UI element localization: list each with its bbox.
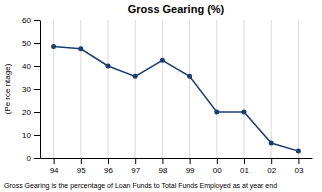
x-tick: 01 xyxy=(240,158,249,175)
grid-line xyxy=(271,20,272,158)
grid-line xyxy=(162,20,163,158)
x-tick-label: 00 xyxy=(213,166,222,175)
x-tick-mark xyxy=(81,158,82,164)
y-tick: 20 xyxy=(22,108,40,117)
marker xyxy=(296,149,301,154)
y-tick: 60 xyxy=(22,16,40,25)
x-tick-label: 02 xyxy=(267,166,276,175)
x-tick-mark xyxy=(108,158,109,164)
marker xyxy=(187,74,192,79)
y-tick: 50 xyxy=(22,39,40,48)
x-tick: 95 xyxy=(77,158,86,175)
chart: 94 95 96 97 98 99 00 01 02 03 0 10 20 30 40 50 60 Gross G… xyxy=(0,0,322,192)
grid xyxy=(54,20,299,158)
y-tick: 0 xyxy=(27,154,40,163)
grid-line xyxy=(298,20,299,158)
grid-line xyxy=(244,20,245,158)
x-tick: 94 xyxy=(50,158,59,175)
y-tick-mark xyxy=(34,66,40,67)
x-tick-label: 95 xyxy=(77,166,86,175)
marker xyxy=(133,74,138,79)
x-tick-mark xyxy=(217,158,218,164)
y-tick-label: 30 xyxy=(22,85,31,94)
x-tick: 98 xyxy=(158,158,167,175)
line xyxy=(54,46,299,151)
x-tick-mark xyxy=(54,158,55,164)
plot: 94 95 96 97 98 99 00 01 02 03 0 10 20 30 40 50 60 xyxy=(22,16,312,175)
x-tick-mark xyxy=(271,158,272,164)
y-tick: 10 xyxy=(22,131,40,140)
y-tick-label: 40 xyxy=(22,62,31,71)
marker xyxy=(78,46,83,51)
grid-line xyxy=(80,20,81,158)
x-tick-mark xyxy=(244,158,245,164)
marker xyxy=(106,64,111,69)
y-tick-label: 10 xyxy=(22,131,31,140)
series xyxy=(51,44,301,154)
y-tick-mark xyxy=(34,112,40,113)
y-tick-label: 50 xyxy=(22,39,31,48)
title: Gross Gearing (%) xyxy=(128,3,225,15)
x-tick: 00 xyxy=(213,158,222,175)
x-tick-mark xyxy=(190,158,191,164)
y-tick-label: 60 xyxy=(22,16,31,25)
x-tick-label: 94 xyxy=(50,166,59,175)
x-tick: 99 xyxy=(186,158,195,175)
x-tick-mark xyxy=(298,158,299,164)
y-tick-mark xyxy=(34,20,40,21)
footnote: Gross Gearing is the percentage of Loan … xyxy=(4,182,277,190)
y-tick: 40 xyxy=(22,62,40,71)
y-tick-label: 0 xyxy=(27,154,32,163)
marker xyxy=(214,110,219,115)
x-tick: 02 xyxy=(267,158,276,175)
grid-line xyxy=(53,20,54,158)
x-tick: 96 xyxy=(104,158,113,175)
y-tick-mark xyxy=(34,158,40,159)
x-tick-label: 98 xyxy=(158,166,167,175)
y-tick: 30 xyxy=(22,85,40,94)
marker xyxy=(51,44,56,49)
x-tick-label: 01 xyxy=(240,166,249,175)
y-tick-mark xyxy=(34,135,40,136)
x-tick: 03 xyxy=(294,158,303,175)
grid-line xyxy=(189,20,190,158)
grid-line xyxy=(135,20,136,158)
x-axis: 94 95 96 97 98 99 00 01 02 03 xyxy=(41,158,313,175)
y-axis-line xyxy=(40,21,41,159)
x-tick-label: 99 xyxy=(186,166,195,175)
x-tick-mark xyxy=(135,158,136,164)
grid-line xyxy=(216,20,217,158)
y-axis: 0 10 20 30 40 50 60 xyxy=(22,16,40,163)
y-tick-label: 20 xyxy=(22,108,31,117)
x-tick-label: 96 xyxy=(104,166,113,175)
marker xyxy=(160,58,165,63)
marker xyxy=(242,110,247,115)
y-axis-title: (Pe rce ntage) xyxy=(3,63,12,114)
x-tick: 97 xyxy=(131,158,140,175)
x-tick-label: 97 xyxy=(131,166,140,175)
x-tick-label: 03 xyxy=(294,166,303,175)
marker xyxy=(269,141,274,146)
y-tick-mark xyxy=(34,43,40,44)
x-tick-mark xyxy=(162,158,163,164)
grid-line xyxy=(108,20,109,158)
y-tick-mark xyxy=(34,89,40,90)
